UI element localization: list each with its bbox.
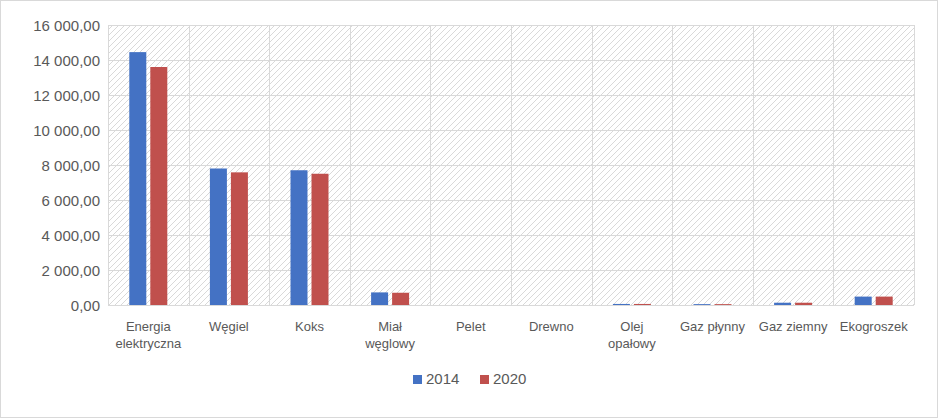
bar — [774, 303, 791, 305]
x-tick-label-line: Olej — [620, 319, 643, 334]
y-tick-label: 4 000,00 — [42, 227, 100, 244]
bar — [291, 170, 308, 305]
grid-line — [108, 235, 914, 236]
y-tick-label: 0,00 — [71, 297, 100, 314]
x-tick-label: Olej opałowy — [608, 319, 656, 351]
x-tick-label: Ekogroszek — [840, 319, 908, 334]
plot-area — [108, 25, 914, 305]
x-tick-label-line: Energia — [126, 319, 172, 334]
x-tick-label-line: węglowy — [364, 336, 415, 351]
bar — [694, 304, 711, 305]
x-tick-label-line: opałowy — [608, 336, 656, 351]
bar — [634, 304, 651, 305]
bars — [129, 52, 892, 305]
x-tick-label: Węgiel — [209, 319, 249, 334]
bar — [231, 172, 248, 305]
y-tick-label: 10 000,00 — [33, 122, 100, 139]
chart-frame — [1, 1, 938, 418]
chart: 0,00 2 000,00 4 000,00 6 000,00 8 000,00 10 0… — [0, 0, 938, 418]
grid-line — [108, 95, 914, 96]
grid-line — [108, 25, 914, 26]
grid-line — [108, 60, 914, 61]
legend-label: 2020 — [493, 370, 526, 387]
bar — [532, 305, 549, 306]
x-tick-label-line: Miał — [378, 319, 402, 334]
bar — [473, 305, 490, 306]
grid-line — [108, 305, 914, 306]
y-tick-label: 16 000,00 — [33, 17, 100, 34]
bar — [715, 304, 732, 305]
x-tick-label-line: elektryczna — [115, 336, 182, 351]
y-tick-label: 6 000,00 — [42, 192, 100, 209]
y-tick-label: 8 000,00 — [42, 157, 100, 174]
y-tick-label: 14 000,00 — [33, 52, 100, 69]
bar — [553, 305, 570, 306]
legend-label: 2014 — [426, 370, 459, 387]
x-tick-label: Energia elektryczna — [115, 319, 182, 351]
bar — [150, 67, 167, 305]
bar — [392, 293, 409, 305]
grid-line — [108, 130, 914, 131]
bar — [452, 305, 469, 306]
bar — [371, 292, 388, 305]
x-tick-label: Pelet — [456, 319, 486, 334]
bar — [876, 297, 893, 305]
bar — [129, 52, 146, 305]
bar — [613, 304, 630, 305]
grid-line — [108, 165, 914, 166]
category-separator — [914, 25, 915, 305]
x-tick-label: Gaz płynny — [680, 319, 746, 334]
x-tick-label: Gaz ziemny — [759, 319, 828, 334]
y-tick-label: 12 000,00 — [33, 87, 100, 104]
bar — [312, 174, 329, 305]
y-tick-label: 2 000,00 — [42, 262, 100, 279]
legend-swatch — [413, 375, 422, 384]
bar — [795, 303, 812, 305]
legend-swatch — [480, 375, 489, 384]
x-tick-label: Miał węglowy — [364, 319, 415, 351]
bar — [210, 169, 227, 306]
x-tick-label: Drewno — [529, 319, 574, 334]
bar — [855, 297, 872, 305]
grid-line — [108, 200, 914, 201]
grid-line — [108, 270, 914, 271]
x-tick-label: Koks — [295, 319, 324, 334]
